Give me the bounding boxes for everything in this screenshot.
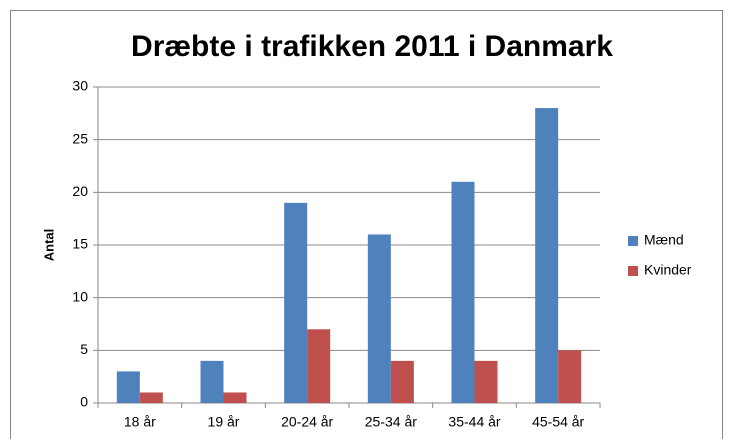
bar	[284, 202, 308, 403]
bar	[558, 350, 582, 403]
bar	[535, 108, 559, 404]
y-tick-label: 30	[72, 78, 88, 94]
x-tick-label: 35-44 år	[448, 414, 500, 430]
bar	[200, 360, 224, 403]
x-tick-label: 25-34 år	[365, 414, 417, 430]
y-tick-label: 10	[72, 288, 88, 304]
legend-label: Mænd	[644, 232, 684, 248]
y-tick-label: 15	[72, 236, 88, 252]
legend-swatch	[628, 236, 638, 246]
bar	[139, 392, 163, 403]
legend-label: Kvinder	[644, 262, 692, 278]
bar	[367, 234, 391, 403]
bar	[223, 392, 247, 403]
legend-swatch	[628, 266, 638, 276]
y-tick-label: 0	[80, 394, 88, 410]
x-tick-label: 19 år	[208, 414, 240, 430]
bar	[390, 360, 414, 403]
bar	[451, 181, 475, 403]
bar	[307, 329, 331, 403]
x-tick-label: 20-24 år	[281, 414, 333, 430]
x-tick-label: 18 år	[124, 414, 156, 430]
y-axis-label: Antal	[41, 229, 56, 262]
bar	[474, 360, 498, 403]
y-tick-label: 20	[72, 183, 88, 199]
bar	[116, 371, 140, 403]
y-tick-label: 25	[72, 130, 88, 146]
chart-title: Dræbte i trafikken 2011 i Danmark	[131, 30, 613, 63]
x-tick-label: 45-54 år	[532, 414, 584, 430]
y-tick-label: 5	[80, 341, 88, 357]
